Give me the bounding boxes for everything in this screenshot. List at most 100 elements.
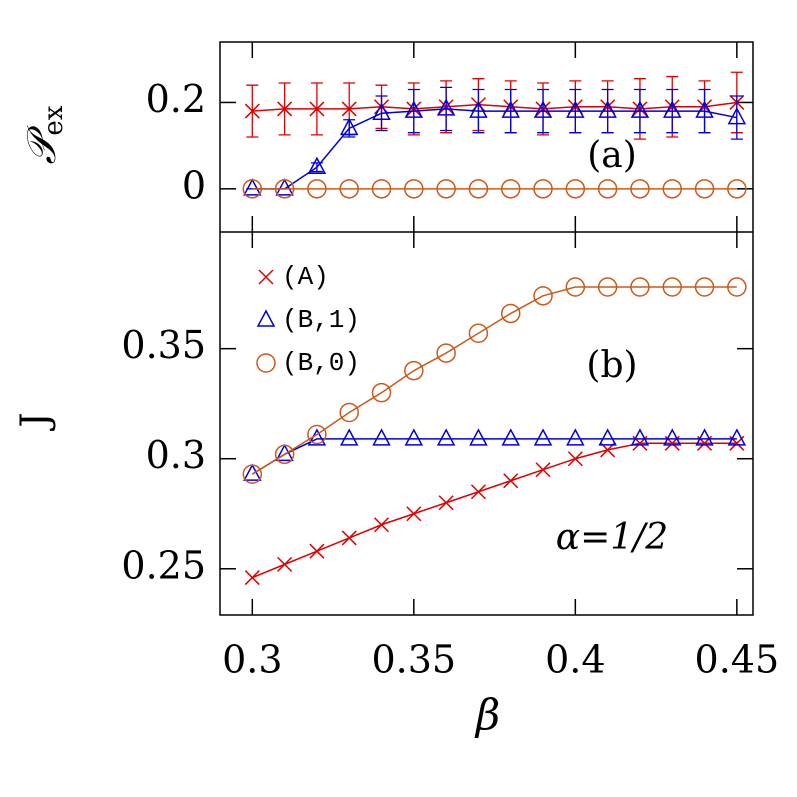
marker: [436, 343, 456, 363]
series-line: [252, 442, 737, 579]
marker: [309, 101, 325, 117]
marker: [630, 277, 650, 297]
legend-marker: [256, 353, 276, 373]
marker: [662, 277, 682, 297]
marker: [695, 100, 714, 118]
frame: [219, 41, 754, 616]
y-tick-label: 0.25: [121, 543, 206, 587]
error-bar: [537, 88, 550, 134]
marker: [662, 428, 682, 446]
marker: [371, 382, 392, 403]
marker: [372, 102, 391, 120]
marker: [470, 484, 486, 500]
marker: [404, 100, 424, 118]
marker: [727, 179, 747, 199]
marker: [341, 530, 357, 546]
panel-label: (b): [586, 345, 637, 386]
marker: [274, 444, 295, 465]
marker: [339, 428, 359, 446]
x-tick-label: 0.4: [545, 638, 605, 682]
marker: [501, 428, 520, 446]
marker: [503, 473, 519, 489]
marker: [307, 179, 327, 199]
marker: [341, 101, 357, 117]
legend-marker: [256, 309, 276, 327]
marker: [242, 179, 263, 199]
marker: [406, 506, 422, 522]
y-axis-label: J: [13, 412, 57, 431]
marker: [565, 277, 586, 297]
x-axis-label: β: [474, 690, 500, 739]
marker: [567, 451, 583, 467]
error-bar: [440, 86, 453, 132]
marker: [275, 178, 294, 196]
marker: [244, 570, 260, 586]
marker: [274, 179, 295, 199]
marker: [662, 179, 682, 199]
marker: [533, 428, 553, 446]
marker: [727, 277, 747, 297]
series-line: [251, 438, 737, 475]
legend-label: (B,1): [282, 305, 360, 335]
marker: [307, 156, 327, 174]
marker: [597, 179, 618, 199]
marker: [598, 428, 617, 446]
y-axis-label-sub: ex: [39, 105, 69, 135]
error-bar: [730, 95, 743, 140]
marker: [566, 100, 585, 118]
marker: [597, 277, 618, 297]
marker: [727, 428, 747, 446]
error-bar: [633, 88, 646, 134]
marker: [727, 106, 747, 125]
marker: [630, 100, 650, 118]
error-bar: [666, 88, 679, 134]
marker: [598, 100, 617, 118]
error-bar: [601, 88, 614, 134]
marker: [339, 179, 359, 199]
marker: [500, 179, 521, 199]
marker: [372, 428, 391, 446]
marker: [438, 495, 454, 511]
y-tick-label: 0.35: [121, 323, 206, 367]
error-bar: [698, 88, 711, 134]
marker: [469, 428, 488, 446]
error-bar: [472, 88, 485, 134]
y-axis-label: 𝒫ex: [19, 105, 69, 164]
marker: [566, 428, 585, 446]
error-bar: [375, 95, 388, 132]
panel-label: (a): [587, 135, 637, 176]
marker: [662, 100, 682, 118]
marker: [404, 428, 424, 446]
legend-label: (B,0): [282, 348, 360, 378]
marker: [339, 117, 359, 136]
marker: [371, 179, 392, 199]
marker: [339, 402, 359, 423]
marker: [501, 100, 520, 118]
marker: [533, 179, 553, 199]
series-line: [251, 286, 737, 475]
marker: [533, 100, 553, 118]
error-bar: [407, 88, 420, 134]
marker: [436, 179, 456, 199]
x-tick-label: 0.45: [695, 638, 780, 682]
marker: [533, 286, 553, 306]
marker: [694, 277, 715, 297]
marker: [244, 103, 260, 119]
legend-marker: [258, 269, 274, 285]
y-tick-label: 0.3: [146, 433, 206, 477]
marker: [436, 428, 456, 446]
error-bar: [569, 88, 582, 134]
series-line: [252, 101, 737, 112]
marker: [630, 428, 650, 446]
marker: [307, 424, 327, 445]
marker: [277, 101, 293, 117]
marker: [535, 462, 551, 478]
legend-label: (A): [282, 262, 329, 292]
annotation: α=1/2: [556, 517, 668, 558]
marker: [309, 543, 325, 559]
marker: [404, 360, 424, 381]
marker: [468, 179, 489, 199]
marker: [469, 100, 488, 118]
y-tick-label: 0: [182, 163, 206, 207]
x-tick-label: 0.35: [372, 638, 457, 682]
